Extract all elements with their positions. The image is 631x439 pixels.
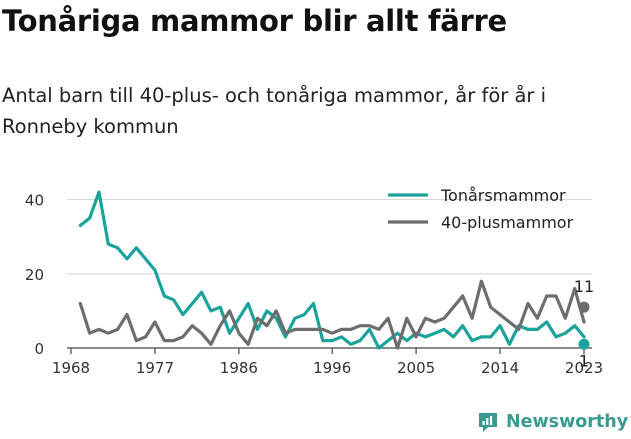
end-point-marker — [578, 338, 590, 350]
brand-logo: Newsworthy — [476, 408, 628, 436]
x-tick-label: 2005 — [397, 359, 435, 377]
chart-subtitle: Antal barn till 40-plus- och tonåriga ma… — [2, 84, 547, 138]
legend-label: Tonårsmammor — [440, 186, 566, 205]
end-labels: 111 — [574, 277, 594, 370]
x-tick-label: 1968 — [52, 359, 90, 377]
legend-label: 40-plusmammor — [441, 213, 574, 232]
x-tick-label: 2014 — [481, 359, 519, 377]
legend: Tonårsmammor 40-plusmammor — [388, 186, 574, 232]
y-tick-label: 0 — [34, 340, 44, 358]
axes: 0 20 40 1968 1977 1986 1996 2005 2014 2023 — [25, 192, 603, 377]
series-line-40-plusmammor — [78, 279, 586, 350]
y-tick-label: 20 — [25, 266, 44, 284]
end-value-label: 1 — [579, 351, 589, 370]
series-lines — [78, 190, 586, 350]
end-point-marker — [578, 301, 590, 313]
end-value-label: 11 — [574, 277, 594, 296]
brand-name: Newsworthy — [506, 412, 629, 432]
x-tick-label: 1986 — [220, 359, 258, 377]
x-tick-label: 1977 — [136, 359, 174, 377]
newsworthy-icon — [479, 413, 497, 432]
x-tick-label: 2023 — [565, 359, 603, 377]
gridlines — [67, 199, 592, 275]
y-tick-label: 40 — [25, 192, 44, 210]
chart-title: Tonåriga mammor blir allt färre — [2, 4, 507, 38]
series-line-ton-rsmammor — [78, 190, 586, 350]
x-tick-label: 1996 — [313, 359, 351, 377]
